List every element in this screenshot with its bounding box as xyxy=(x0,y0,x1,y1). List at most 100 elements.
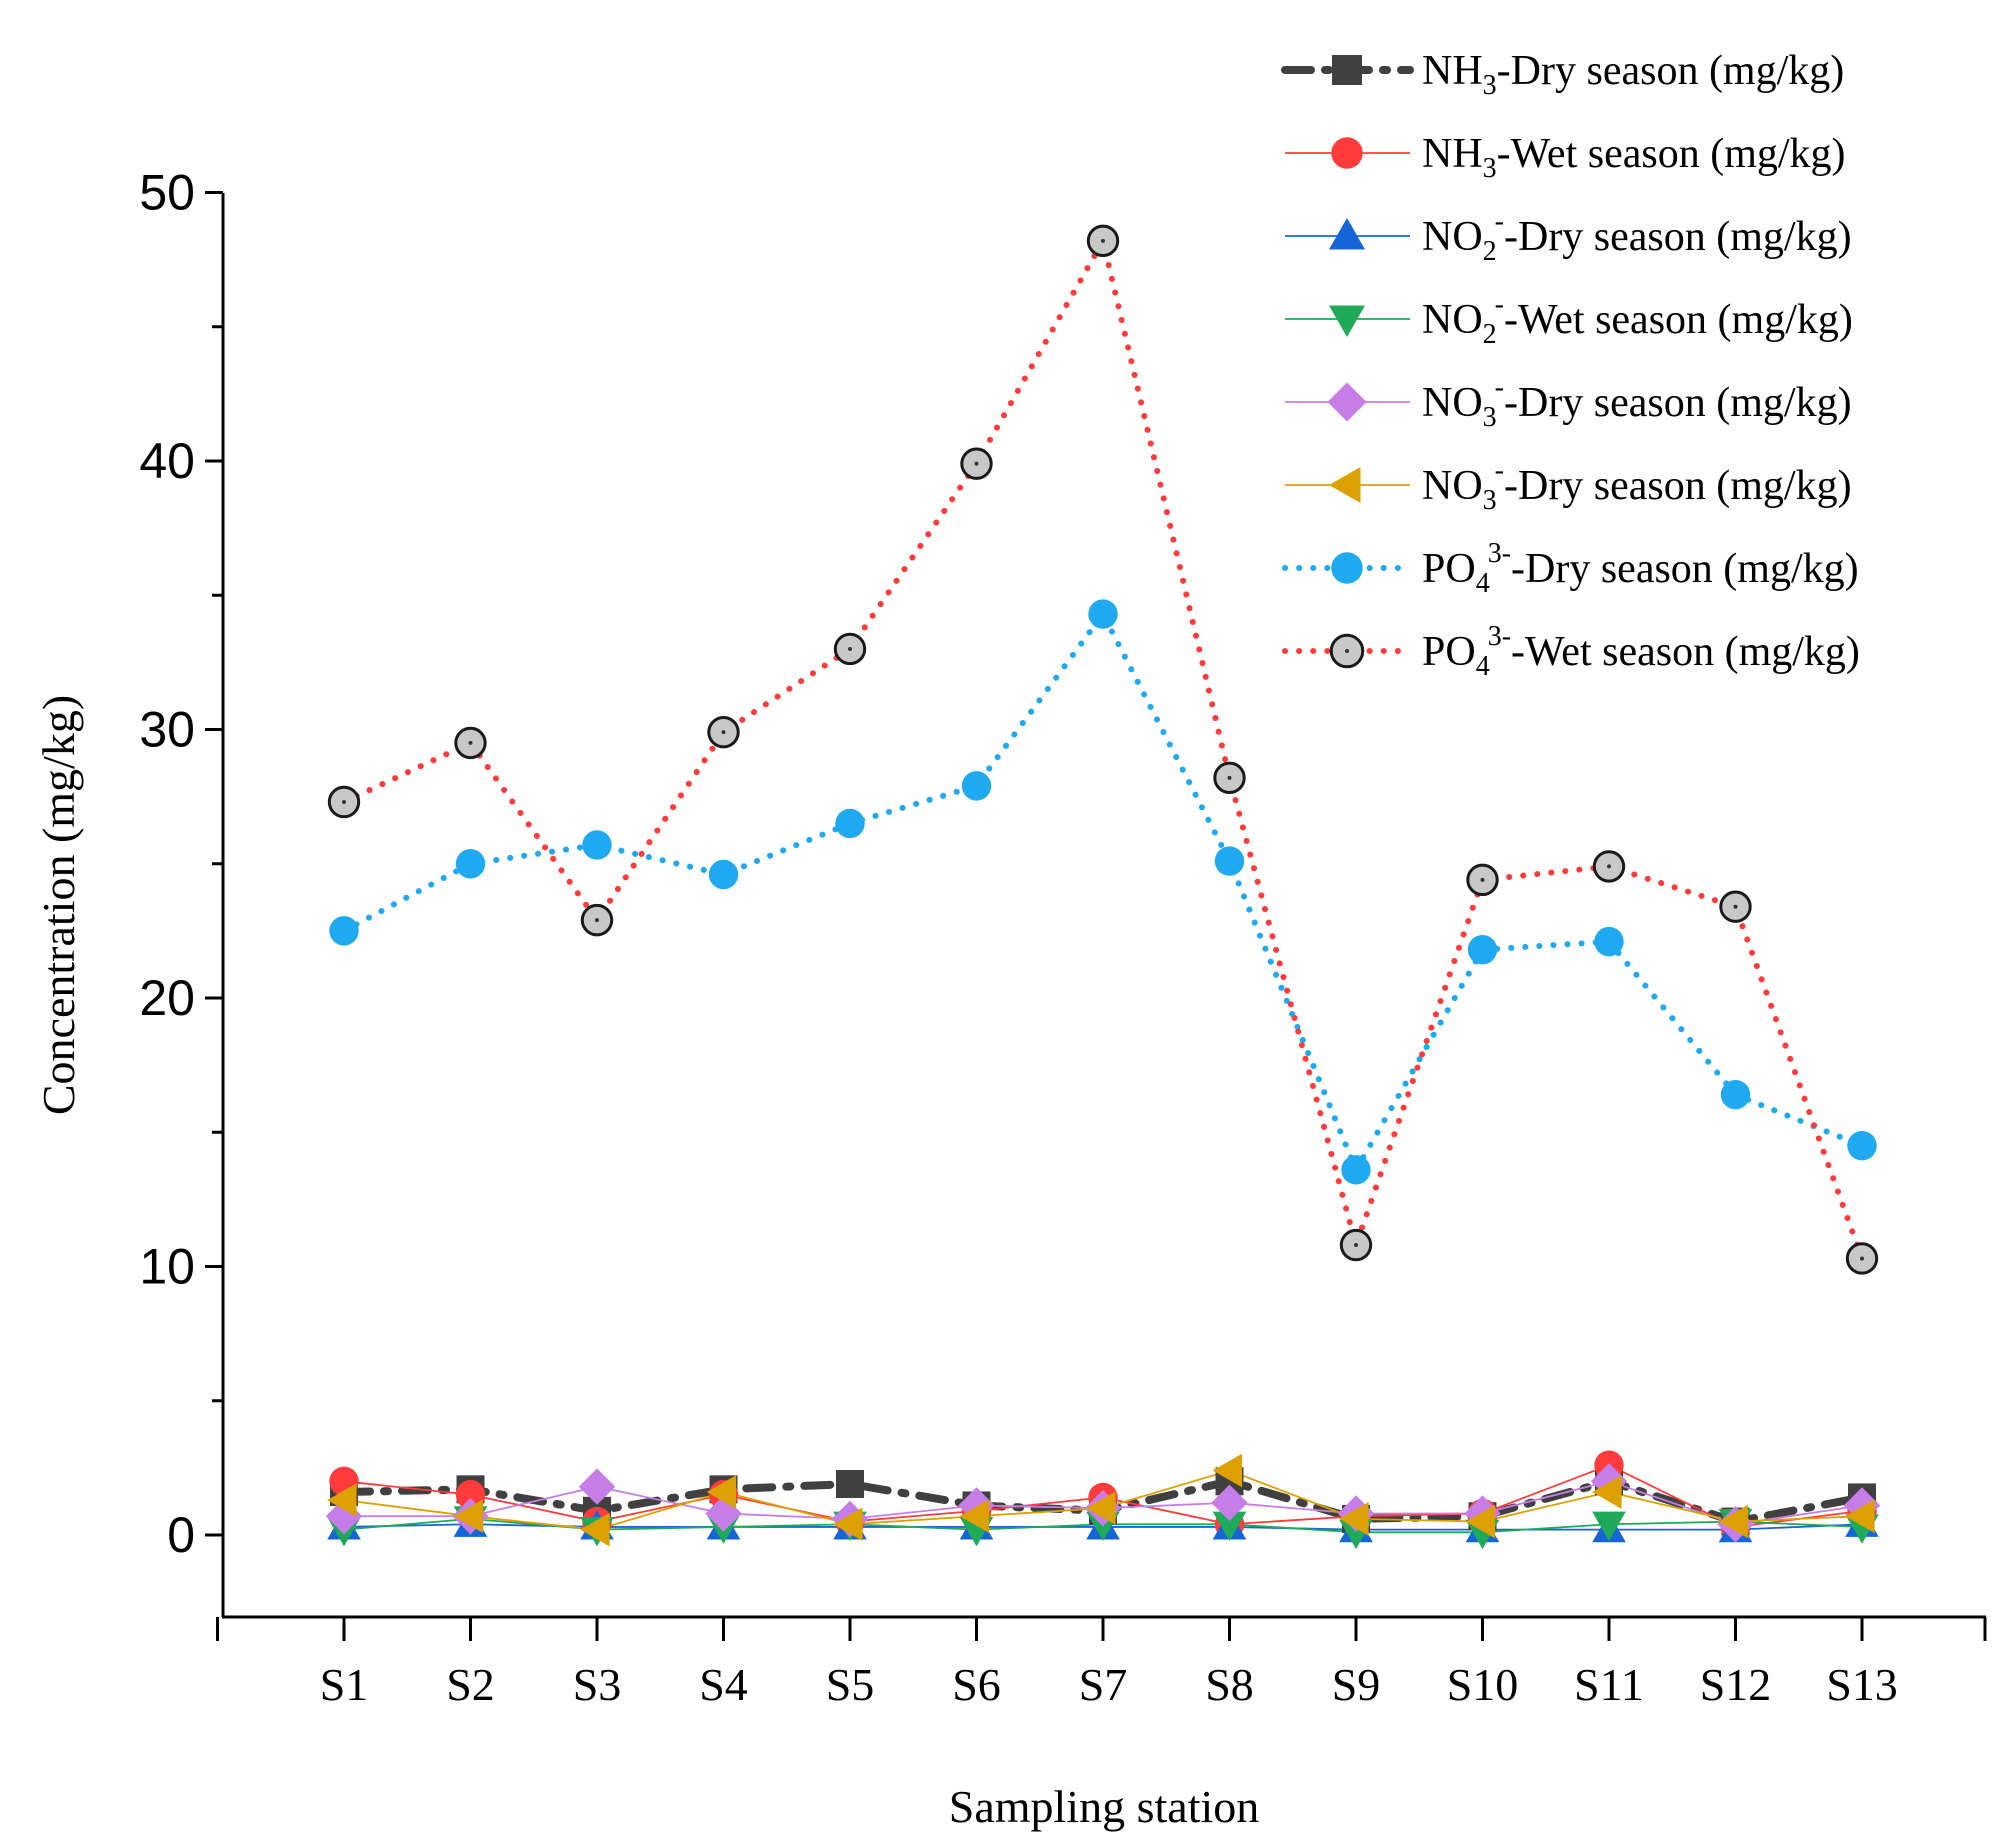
legend: NH3-Dry season (mg/kg) NH3-Wet season (mg… xyxy=(1281,48,1860,682)
data-point xyxy=(1211,1484,1248,1521)
data-point xyxy=(580,1512,610,1547)
series-markers-7 xyxy=(327,224,1879,1275)
x-tick-label: S13 xyxy=(1826,1659,1898,1710)
y-tick-label: 20 xyxy=(139,970,195,1026)
data-point xyxy=(958,1487,995,1524)
data-point xyxy=(1339,1502,1369,1536)
legend-entry-3: NO2--Wet season (mg/kg) xyxy=(1285,289,1853,350)
data-point xyxy=(1718,1504,1749,1539)
data-point xyxy=(327,1483,357,1517)
legend-label: NO2--Wet season (mg/kg) xyxy=(1422,289,1853,350)
data-point xyxy=(836,1469,864,1498)
legend-label: PO43--Wet season (mg/kg) xyxy=(1422,621,1860,682)
data-point xyxy=(961,771,992,801)
marker-center-dot xyxy=(1101,238,1105,243)
marker-center-dot xyxy=(595,918,599,923)
data-point xyxy=(329,916,359,946)
legend-marker-swatch xyxy=(1331,552,1363,584)
data-point xyxy=(1341,1155,1371,1185)
x-tick-label: S11 xyxy=(1574,1659,1644,1710)
data-point xyxy=(1212,1511,1247,1542)
legend-label: NO3--Dry season (mg/kg) xyxy=(1422,455,1852,516)
legend-label: PO43--Dry season (mg/kg) xyxy=(1422,538,1859,599)
legend-marker-swatch xyxy=(1329,305,1365,337)
legend-entry-4: NO3--Dry season (mg/kg) xyxy=(1285,372,1852,433)
series-line-6 xyxy=(341,611,1865,1173)
y-tick-label: 40 xyxy=(139,433,195,489)
legend-marker-swatch xyxy=(1331,137,1363,169)
data-point xyxy=(1214,846,1245,876)
x-tick-label: S4 xyxy=(699,1659,748,1710)
legend-label: NO2--Dry season (mg/kg) xyxy=(1422,206,1852,267)
x-tick-label: S6 xyxy=(952,1659,1001,1710)
marker-center-dot xyxy=(1227,775,1232,780)
data-point xyxy=(1086,1491,1116,1525)
x-tick-label: S1 xyxy=(320,1659,369,1710)
marker-center-dot xyxy=(1480,877,1485,882)
y-tick-label: 30 xyxy=(139,702,195,758)
legend-label: NH3-Dry season (mg/kg) xyxy=(1422,48,1844,101)
data-point xyxy=(1845,1499,1875,1534)
y-tick-label: 0 xyxy=(167,1507,195,1563)
legend-marker-swatch xyxy=(1332,55,1362,85)
y-axis-title: Concentration (mg/kg) xyxy=(33,695,84,1115)
marker-center-dot xyxy=(1345,649,1349,653)
y-tick-label: 50 xyxy=(139,165,195,221)
data-point xyxy=(1465,1504,1496,1539)
x-tick-label: S10 xyxy=(1447,1659,1519,1710)
data-point xyxy=(453,1499,484,1534)
data-point xyxy=(1212,1453,1243,1488)
data-point xyxy=(578,1468,616,1505)
series-markers-5 xyxy=(327,1453,1875,1547)
marker-center-dot xyxy=(1354,1243,1358,1248)
marker-center-dot xyxy=(721,730,726,735)
y-tick-label: 10 xyxy=(139,1239,195,1295)
data-point xyxy=(455,1480,486,1510)
data-point xyxy=(835,808,865,839)
data-point xyxy=(1720,1079,1751,1110)
data-point xyxy=(1843,1487,1881,1524)
x-tick-label: S12 xyxy=(1700,1659,1772,1710)
series-lines xyxy=(340,237,1866,1534)
x-tick-label: S5 xyxy=(826,1659,875,1710)
data-point xyxy=(1592,1475,1622,1509)
data-point xyxy=(833,1507,863,1542)
data-point xyxy=(959,1499,990,1534)
legend-entry-1: NH3-Wet season (mg/kg) xyxy=(1285,131,1846,184)
legend-entry-5: NO3--Dry season (mg/kg) xyxy=(1285,455,1852,516)
legend-entry-7: PO43--Wet season (mg/kg) xyxy=(1282,621,1860,682)
x-tick-label: S8 xyxy=(1205,1659,1254,1710)
legend-marker-swatch xyxy=(1327,382,1367,422)
legend-label: NH3-Wet season (mg/kg) xyxy=(1422,131,1846,184)
data-point xyxy=(455,849,486,879)
marker-center-dot xyxy=(848,646,852,651)
legend-marker-swatch xyxy=(1329,218,1365,250)
data-point xyxy=(708,859,739,890)
y-ticks: 0 10 20 30 40 50 xyxy=(139,165,223,1563)
x-tick-label: S3 xyxy=(573,1659,622,1710)
data-point xyxy=(1088,599,1118,629)
marker-center-dot xyxy=(1733,904,1738,909)
data-point xyxy=(706,1475,737,1509)
legend-label: NO3--Dry season (mg/kg) xyxy=(1422,372,1852,433)
marker-center-dot xyxy=(1860,1256,1864,1261)
marker-center-dot xyxy=(974,461,979,466)
x-tick-label: S7 xyxy=(1079,1659,1128,1710)
x-tick-label: S9 xyxy=(1332,1659,1381,1710)
data-point xyxy=(1847,1130,1877,1161)
legend-entry-2: NO2--Dry season (mg/kg) xyxy=(1285,206,1852,267)
marker-center-dot xyxy=(1607,864,1611,869)
legend-marker-swatch xyxy=(1329,467,1361,503)
legend-entry-0: NH3-Dry season (mg/kg) xyxy=(1281,48,1844,101)
marker-center-dot xyxy=(468,740,473,745)
series-markers-6 xyxy=(329,599,1877,1185)
data-point xyxy=(1467,934,1498,965)
data-point xyxy=(705,1495,742,1532)
x-ticks: S1 S2 S3 S4 S5 S6 S7 S8 S9 S10 S11 S12 S13 xyxy=(216,1617,1898,1710)
marker-center-dot xyxy=(342,799,346,804)
legend-entry-6: PO43--Dry season (mg/kg) xyxy=(1282,538,1859,599)
x-tick-label: S2 xyxy=(446,1659,495,1710)
data-point xyxy=(582,830,612,860)
data-point xyxy=(1594,926,1624,957)
